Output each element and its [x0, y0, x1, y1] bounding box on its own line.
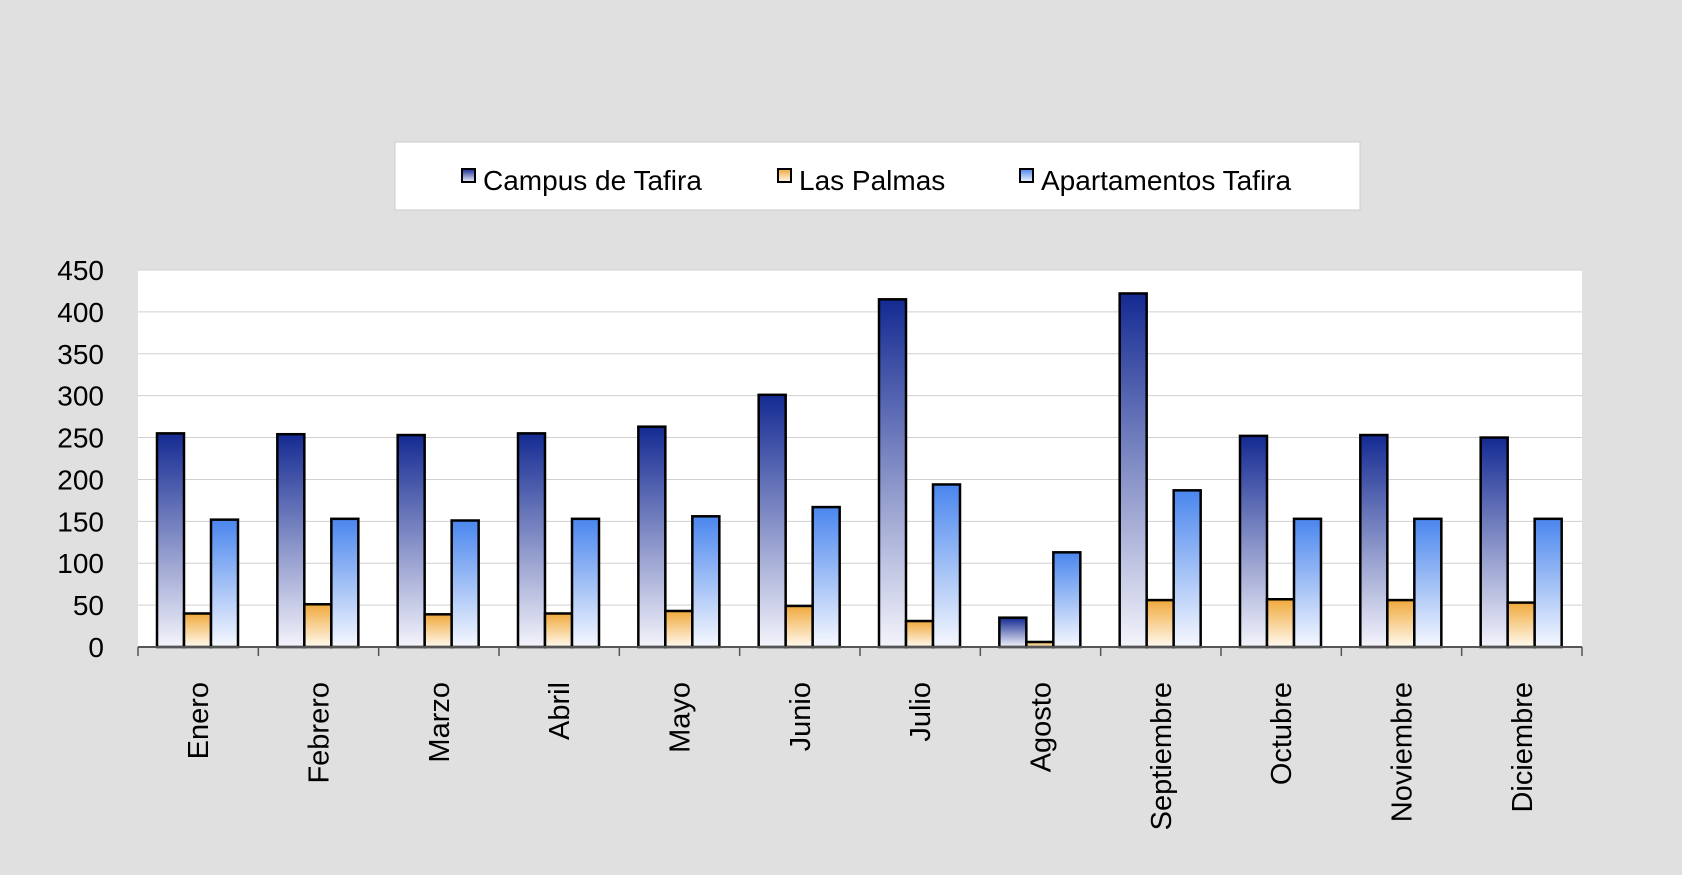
- bar-apartamentos-tafira-mayo: [691, 515, 721, 649]
- y-tick-label: 450: [57, 255, 104, 286]
- bar-apartamentos-tafira-octubre: [1292, 517, 1323, 649]
- bar-las-palmas-diciembre: [1506, 601, 1536, 649]
- plot-area: [138, 270, 1582, 647]
- bar-apartamentos-tafira-noviembre: [1413, 517, 1443, 649]
- bar-campus-de-tafira-febrero: [276, 432, 306, 649]
- x-tick-label: Mayo: [665, 682, 697, 753]
- bar-apartamentos-tafira-abril: [570, 517, 601, 649]
- bar-campus-de-tafira-abril: [516, 432, 547, 649]
- x-axis: [137, 646, 1583, 656]
- gridlines: [138, 269, 1582, 606]
- x-tick-label: Julio: [905, 682, 937, 742]
- bar-las-palmas-marzo: [423, 613, 453, 649]
- bar-las-palmas-junio: [784, 604, 814, 649]
- y-tick-label: 400: [57, 297, 104, 328]
- bar-las-palmas-abril: [543, 612, 574, 649]
- y-tick-label: 200: [57, 464, 104, 495]
- x-tick-label: Junio: [785, 682, 817, 751]
- bar-campus-de-tafira-marzo: [396, 433, 426, 649]
- bar-apartamentos-tafira-julio: [931, 483, 962, 649]
- bar-apartamentos-tafira-febrero: [330, 517, 360, 649]
- y-tick-label: 300: [57, 381, 104, 412]
- bar-apartamentos-tafira-septiembre: [1172, 489, 1202, 649]
- legend-label-apartamentos-tafira: Apartamentos Tafira: [1041, 165, 1291, 196]
- legend-swatch-apartamentos-tafira: [1019, 168, 1034, 183]
- bar-campus-de-tafira-diciembre: [1479, 436, 1509, 649]
- y-axis: 0 50 100 150 200 250 300 350 400 450: [57, 255, 104, 663]
- bar-las-palmas-enero: [182, 612, 213, 649]
- bars: [155, 292, 1563, 649]
- bar-apartamentos-tafira-diciembre: [1533, 517, 1563, 649]
- bar-campus-de-tafira-agosto: [998, 616, 1028, 649]
- y-tick-label: 350: [57, 339, 104, 370]
- bar-campus-de-tafira-junio: [757, 393, 787, 649]
- legend-label-las-palmas: Las Palmas: [799, 165, 945, 196]
- y-tick-label: 0: [88, 632, 104, 663]
- legend-swatch-las-palmas: [777, 168, 792, 183]
- bar-las-palmas-octubre: [1265, 597, 1296, 649]
- x-tick-label: Enero: [183, 682, 215, 759]
- bar-apartamentos-tafira-agosto: [1052, 551, 1082, 649]
- x-tick-label: Abril: [544, 682, 576, 740]
- x-tick-labels: Enero Febrero Marzo Abril Mayo Junio Julio Agos…: [183, 682, 1539, 830]
- y-tick-label: 250: [57, 423, 104, 454]
- bar-las-palmas-mayo: [664, 609, 694, 649]
- x-tick-label: Octubre: [1266, 682, 1298, 785]
- y-tick-label: 50: [73, 590, 104, 621]
- bar-las-palmas-julio: [904, 619, 935, 649]
- bar-las-palmas-febrero: [303, 603, 333, 649]
- bar-campus-de-tafira-octubre: [1238, 434, 1269, 649]
- bar-campus-de-tafira-septiembre: [1118, 292, 1148, 649]
- bar-las-palmas-septiembre: [1145, 598, 1175, 649]
- x-tick-label: Marzo: [424, 682, 456, 763]
- legend: Campus de Tafira Las Palmas Apartamentos T…: [394, 141, 1361, 211]
- x-tick-label: Febrero: [304, 682, 336, 784]
- bar-apartamentos-tafira-marzo: [450, 519, 480, 649]
- x-tick-label: Diciembre: [1507, 682, 1539, 813]
- bar-apartamentos-tafira-junio: [811, 505, 841, 649]
- y-tick-label: 100: [57, 548, 104, 579]
- bar-campus-de-tafira-mayo: [637, 425, 667, 649]
- legend-box: [394, 141, 1361, 211]
- bar-campus-de-tafira-julio: [877, 298, 908, 649]
- x-tick-label: Agosto: [1026, 682, 1058, 772]
- legend-label-campus-de-tafira: Campus de Tafira: [483, 165, 702, 196]
- bar-apartamentos-tafira-enero: [209, 518, 240, 649]
- x-tick-label: Noviembre: [1387, 682, 1419, 822]
- y-tick-label: 150: [57, 506, 104, 537]
- x-tick-label: Septiembre: [1146, 682, 1178, 830]
- bar-campus-de-tafira-noviembre: [1359, 433, 1389, 649]
- legend-swatch-campus-de-tafira: [461, 168, 476, 183]
- plot-background: [138, 270, 1582, 647]
- bar-campus-de-tafira-enero: [155, 432, 186, 649]
- bar-las-palmas-noviembre: [1386, 598, 1416, 649]
